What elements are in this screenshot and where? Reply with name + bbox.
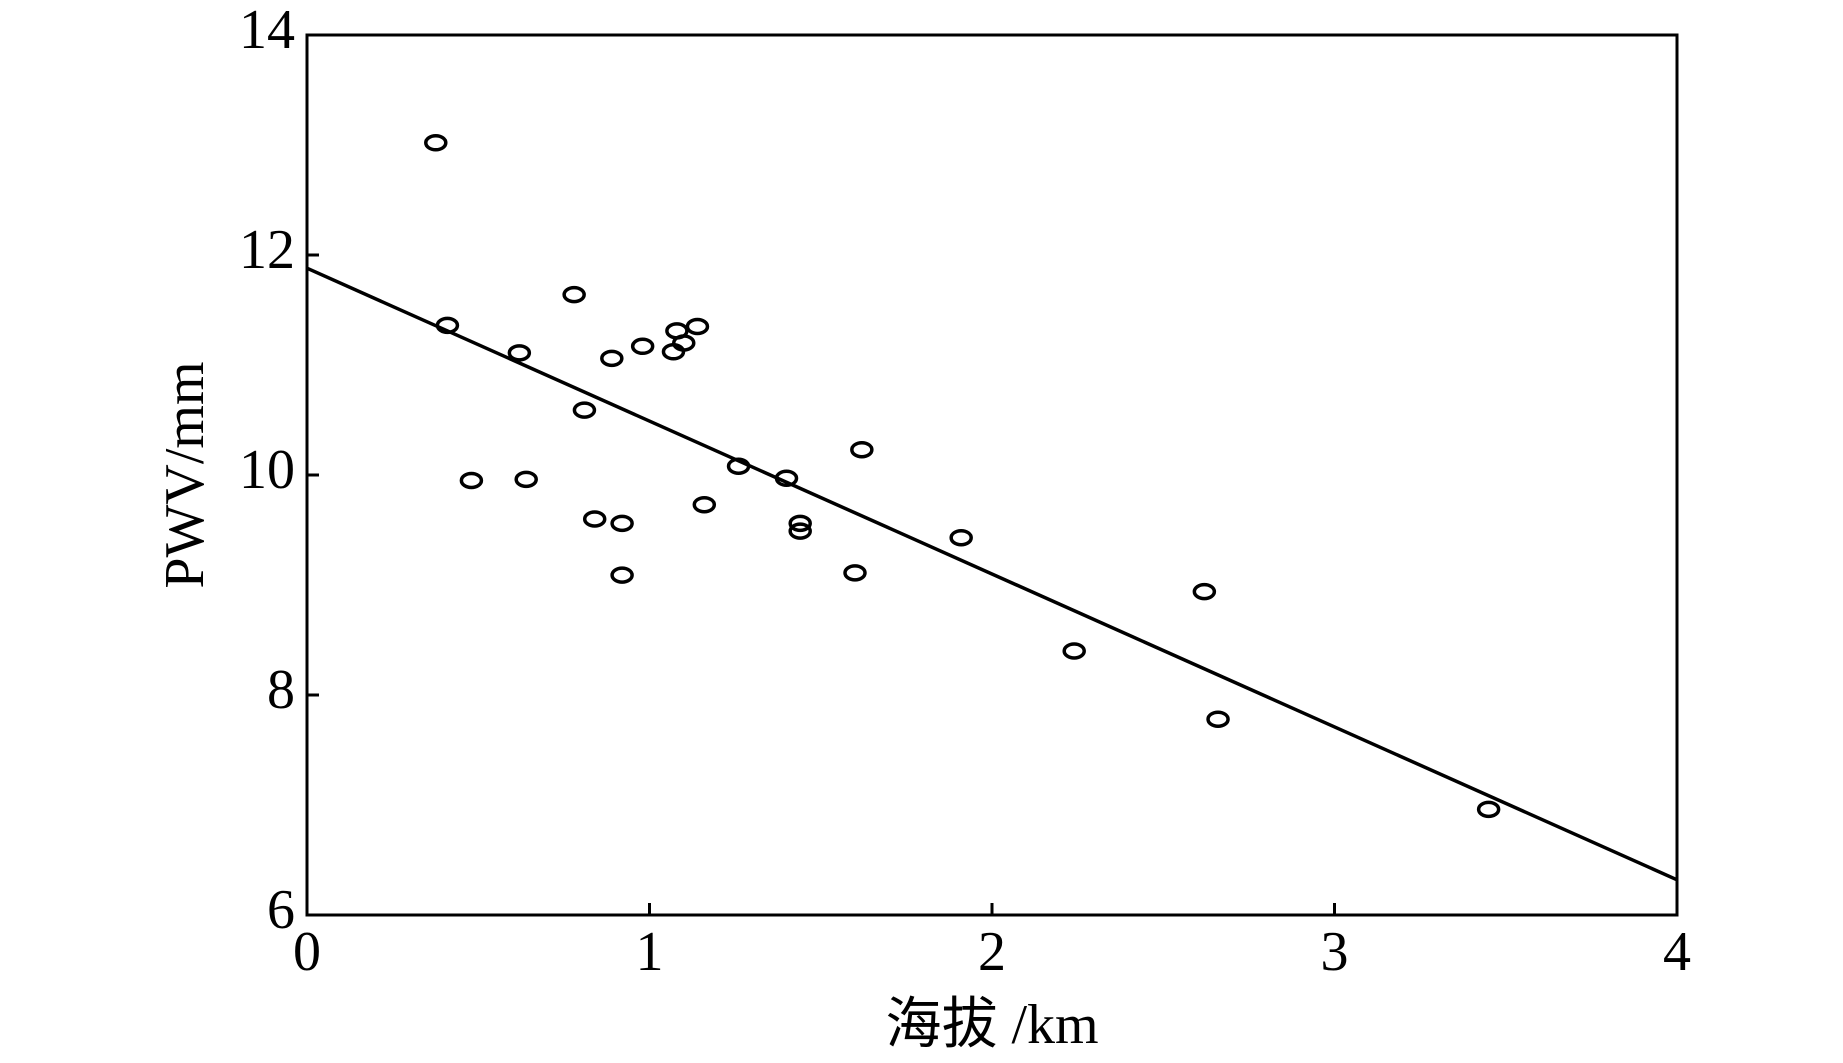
point	[843, 564, 867, 582]
y-tick-label: 14	[239, 0, 295, 61]
x-tick-label: 1	[636, 921, 664, 983]
y-tick-label: 12	[239, 219, 295, 281]
point	[672, 334, 696, 352]
point	[788, 514, 812, 533]
point	[507, 344, 532, 362]
point	[562, 285, 586, 304]
y-axis-label: PWV/mm	[154, 361, 216, 588]
x-tick-label: 0	[293, 921, 321, 983]
point	[424, 134, 448, 152]
x-tick-label: 2	[978, 921, 1006, 983]
point	[1476, 800, 1501, 819]
point	[610, 514, 634, 533]
point	[572, 401, 597, 419]
point	[514, 470, 538, 489]
point	[1206, 710, 1230, 728]
point	[630, 337, 655, 356]
point	[1062, 642, 1086, 660]
y-tick-label: 8	[267, 659, 295, 721]
point	[850, 440, 874, 459]
point	[685, 317, 710, 336]
point	[610, 566, 634, 584]
y-tick-label: 6	[267, 879, 295, 941]
point	[1192, 582, 1217, 601]
y-tick-label: 10	[239, 439, 295, 501]
point	[459, 471, 484, 490]
point	[788, 522, 812, 540]
x-axis-label: 海拔 /km	[885, 994, 1098, 1056]
point	[949, 528, 973, 547]
point	[582, 510, 607, 528]
point	[692, 495, 717, 514]
point	[600, 349, 624, 368]
plot-frame	[305, 33, 1679, 917]
x-tick-label: 4	[1663, 921, 1691, 983]
x-tick-label: 3	[1321, 921, 1349, 983]
fit-line	[306, 266, 1678, 882]
